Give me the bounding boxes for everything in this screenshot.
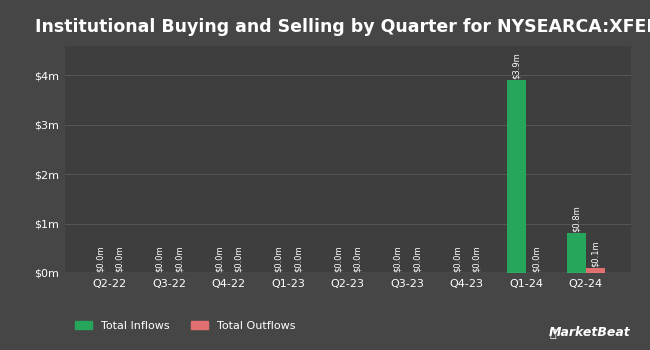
Text: $0.8m: $0.8m: [572, 205, 580, 232]
Text: $0.0m: $0.0m: [333, 245, 343, 272]
Text: $0.0m: $0.0m: [393, 245, 402, 272]
Text: $0.0m: $0.0m: [234, 245, 242, 272]
Text: $3.9m: $3.9m: [512, 52, 521, 79]
Bar: [586, 268, 604, 273]
Text: $0.0m: $0.0m: [96, 245, 105, 272]
Text: $0.0m: $0.0m: [531, 245, 540, 272]
Text: $0.0m: $0.0m: [115, 245, 124, 272]
Text: $0.1m: $0.1m: [591, 240, 600, 267]
Text: $0.0m: $0.0m: [155, 245, 164, 272]
Bar: [567, 233, 586, 273]
Bar: [507, 80, 526, 273]
Text: $0.0m: $0.0m: [174, 245, 183, 272]
Text: $0.0m: $0.0m: [453, 245, 461, 272]
Text: $0.0m: $0.0m: [274, 245, 283, 272]
Text: $0.0m: $0.0m: [293, 245, 302, 272]
Text: $0.0m: $0.0m: [214, 245, 224, 272]
Title: Institutional Buying and Selling by Quarter for NYSEARCA:XFEB: Institutional Buying and Selling by Quar…: [36, 18, 650, 36]
Text: MarketBeat: MarketBeat: [549, 327, 630, 340]
Legend: Total Inflows, Total Outflows: Total Inflows, Total Outflows: [71, 317, 300, 336]
Text: $0.0m: $0.0m: [353, 245, 362, 272]
Text: ⼘: ⼘: [549, 329, 556, 340]
Text: $0.0m: $0.0m: [472, 245, 481, 272]
Text: $0.0m: $0.0m: [412, 245, 421, 272]
